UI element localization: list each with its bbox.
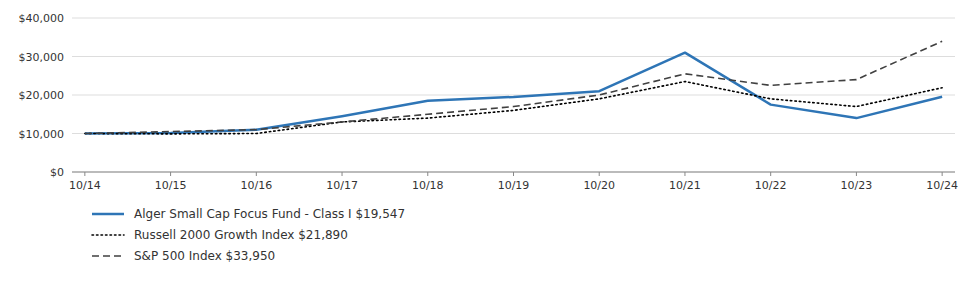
x-tick-label: 10/18 (412, 179, 444, 192)
x-tick (856, 172, 857, 176)
x-tick (256, 172, 257, 176)
y-tick-label: $10,000 (19, 128, 65, 141)
series-line (85, 53, 942, 134)
x-tick (513, 172, 514, 176)
chart: $0 $10,000 $20,000 $30,000 $40,000 10/14 10/15… (0, 0, 975, 304)
x-tick (84, 172, 85, 176)
x-tick (942, 172, 943, 176)
legend-label: Russell 2000 Growth Index $21,890 (134, 228, 348, 242)
x-tick (170, 172, 171, 176)
x-tick-label: 10/24 (926, 179, 958, 192)
x-tick-label: 10/20 (583, 179, 615, 192)
series-line (85, 82, 942, 134)
legend-swatch (92, 234, 124, 236)
x-tick-label: 10/21 (669, 179, 701, 192)
y-axis: $0 $10,000 $20,000 $30,000 $40,000 (19, 12, 956, 179)
x-tick (427, 172, 428, 176)
lines (85, 41, 942, 134)
y-tick-label: $20,000 (19, 89, 65, 102)
x-tick-label: 10/15 (155, 179, 187, 192)
y-tick-label: $30,000 (19, 51, 65, 64)
y-tick-label: $0 (50, 166, 64, 179)
x-tick (342, 172, 343, 176)
grid-line (72, 133, 955, 134)
x-tick-label: 10/14 (69, 179, 101, 192)
x-tick (770, 172, 771, 176)
grid-line (72, 18, 955, 19)
x-tick (684, 172, 685, 176)
x-axis: 10/14 10/15 10/16 10/17 10/18 10/19 10/20 10/21… (69, 172, 958, 192)
y-tick-label: $40,000 (19, 12, 65, 25)
legend: Alger Small Cap Focus Fund - Class I $19… (92, 207, 405, 263)
legend-label: S&P 500 Index $33,950 (134, 249, 275, 263)
grid-line (72, 56, 955, 57)
x-tick-label: 10/22 (755, 179, 787, 192)
x-tick (599, 172, 600, 176)
x-tick-label: 10/16 (240, 179, 272, 192)
x-tick-label: 10/19 (498, 179, 530, 192)
legend-swatch (92, 213, 124, 216)
x-tick-label: 10/23 (841, 179, 873, 192)
x-tick-label: 10/17 (326, 179, 358, 192)
series-line (85, 41, 942, 133)
legend-swatch (92, 255, 124, 257)
grid-line (72, 95, 955, 96)
legend-label: Alger Small Cap Focus Fund - Class I $19… (134, 207, 405, 221)
